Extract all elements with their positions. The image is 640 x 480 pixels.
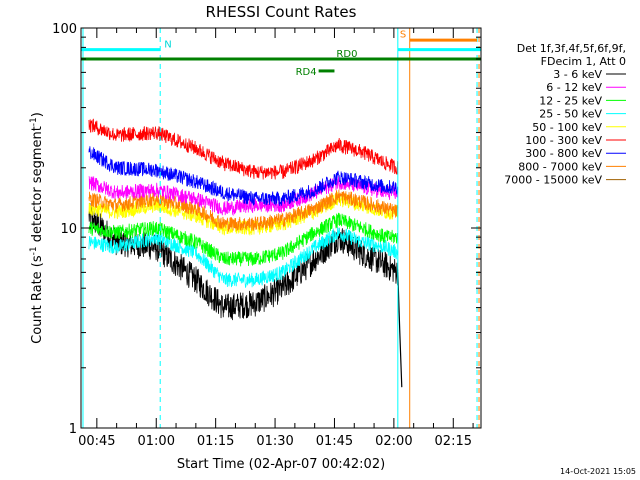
x-tick-label-6: 02:15 [435, 434, 472, 449]
x-tick-label-0: 00:45 [78, 434, 115, 449]
y-axis-label-mid: detector segment [30, 126, 45, 246]
series-line-7 [88, 189, 399, 233]
state-label-s: S [400, 30, 406, 41]
x-tick-label-3: 01:30 [256, 434, 293, 449]
series-layer [88, 118, 403, 388]
legend-entry-label-4: 50 - 100 keV [532, 121, 602, 134]
y-axis-label-end: ) [30, 112, 45, 117]
series-line-1 [88, 176, 399, 217]
legend-entry-label-2: 12 - 25 keV [539, 94, 602, 107]
footer-timestamp: 14-Oct-2021 15:05 [560, 467, 636, 476]
y-axis-label: Count Rate (s-1 detector segment-1) [29, 112, 45, 344]
legend-entry-label-0: 3 - 6 keV [553, 68, 602, 81]
x-axis-label: Start Time (02-Apr-07 00:42:02) [177, 457, 385, 472]
series-line-3 [88, 227, 399, 288]
count-rate-dropout [397, 272, 403, 388]
legend-entry-label-8: 7000 - 15000 keV [504, 174, 602, 187]
y-axis-label-sup2: -1 [29, 117, 39, 126]
x-tick-label-2: 01:15 [197, 434, 234, 449]
y-axis-label-main: Count Rate (s [30, 255, 45, 344]
x-tick-label-4: 01:45 [316, 434, 353, 449]
series-line-6 [88, 146, 399, 206]
legend-entry-label-6: 300 - 800 keV [525, 147, 602, 160]
chart-title: RHESSI Count Rates [206, 3, 357, 21]
state-label-rd4: RD4 [296, 67, 317, 78]
y-tick-label-0: 1 [69, 422, 77, 437]
series-line-5 [88, 118, 399, 180]
legend-entry-label-7: 800 - 7000 keV [518, 160, 602, 173]
x-tick-label-5: 02:00 [375, 434, 412, 449]
axis-layer: 00:45 01:00 01:15 01:30 01:45 02:00 02:15 1 10 10… [52, 22, 481, 449]
y-tick-label-2: 100 [52, 22, 77, 37]
legend: Det 1f,3f,4f,5f,6f,9f,FDecim 1, Att 03 -… [504, 42, 626, 187]
series-line-2 [88, 212, 399, 267]
legend-entry-label-1: 6 - 12 keV [546, 81, 602, 94]
legend-entry-label-5: 100 - 300 keV [525, 134, 602, 147]
y-axis-label-sup1: -1 [29, 246, 39, 255]
state-label-n: N [164, 40, 171, 51]
legend-entry-label-3: 25 - 50 keV [539, 108, 602, 121]
legend-header-1: FDecim 1, Att 0 [541, 55, 626, 68]
legend-header-0: Det 1f,3f,4f,5f,6f,9f, [517, 42, 626, 55]
state-label-rd0: RD0 [336, 49, 357, 60]
x-tick-label-1: 01:00 [138, 434, 175, 449]
y-tick-label-1: 10 [60, 222, 77, 237]
